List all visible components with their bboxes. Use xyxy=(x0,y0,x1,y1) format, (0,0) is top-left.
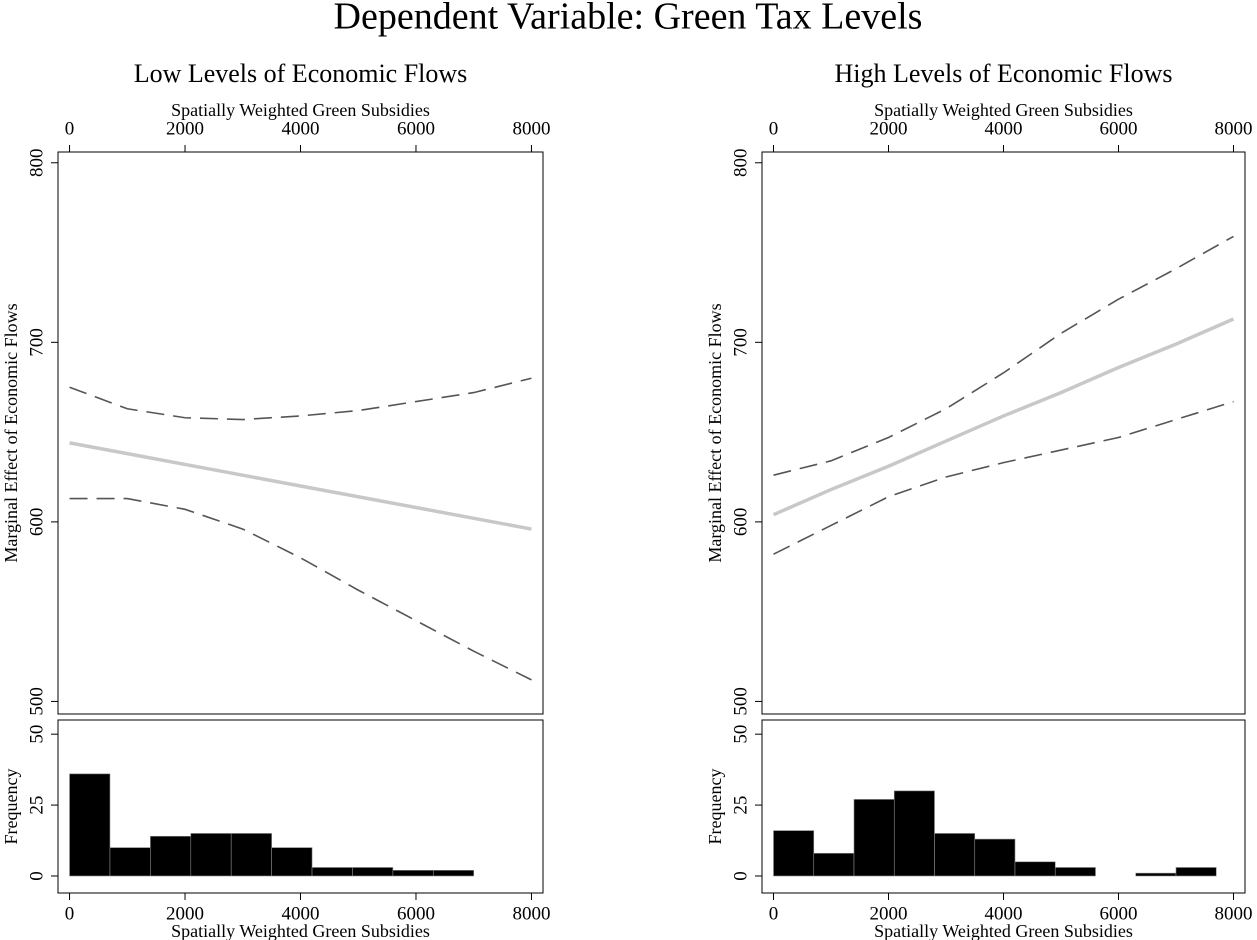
y-tick-label: 600 xyxy=(26,508,47,537)
plot-frame xyxy=(761,151,1246,715)
y-tick-label: 700 xyxy=(26,328,47,357)
x-tick-label: 6000 xyxy=(397,903,435,924)
x-tick-label: 8000 xyxy=(1215,903,1253,924)
confidence-bound xyxy=(773,400,1234,555)
y-tick-label: 700 xyxy=(730,328,751,357)
x-tick-label: 4000 xyxy=(282,903,320,924)
histogram-bar xyxy=(109,847,151,877)
histogram-bar xyxy=(853,799,895,877)
histogram-bar xyxy=(190,833,232,877)
histogram-bar xyxy=(432,870,475,877)
x-tick-label: 0 xyxy=(769,118,779,139)
histogram-bar xyxy=(1135,872,1177,877)
y-axis-label: Frequency xyxy=(705,769,725,845)
x-tick-label: 4000 xyxy=(282,118,320,139)
x-tick-label: 2000 xyxy=(870,118,908,139)
histogram-bar xyxy=(934,833,976,877)
effect-line xyxy=(772,317,1235,517)
y-tick-label: 500 xyxy=(730,687,751,716)
histogram-bar xyxy=(773,830,815,877)
y-tick-label: 25 xyxy=(26,796,47,815)
x-axis-label: Spatially Weighted Green Subsidies xyxy=(874,100,1133,120)
confidence-bound xyxy=(773,235,1234,476)
histogram-bar xyxy=(1175,867,1217,877)
histogram-bar xyxy=(69,773,111,877)
y-tick-label: 50 xyxy=(26,725,47,744)
panel-title: Low Levels of Economic Flows xyxy=(134,59,468,88)
x-tick-label: 0 xyxy=(65,903,75,924)
y-tick-label: 25 xyxy=(730,796,751,815)
x-tick-label: 2000 xyxy=(870,903,908,924)
x-axis-label: Spatially Weighted Green Subsidies xyxy=(874,921,1133,940)
y-tick-label: 800 xyxy=(26,149,47,178)
figure-title: Dependent Variable: Green Tax Levels xyxy=(334,0,923,38)
y-tick-label: 50 xyxy=(730,725,751,744)
histogram-bar xyxy=(1054,867,1096,877)
histogram-bar xyxy=(311,867,353,877)
histogram-bar xyxy=(230,833,272,877)
y-tick-label: 800 xyxy=(730,149,751,178)
histogram-bar xyxy=(893,790,935,877)
y-tick-label: 600 xyxy=(730,508,751,537)
x-tick-label: 4000 xyxy=(985,118,1023,139)
histogram-bar xyxy=(392,870,434,877)
histogram-bar xyxy=(150,835,192,877)
x-tick-label: 6000 xyxy=(1100,903,1138,924)
x-axis-label: Spatially Weighted Green Subsidies xyxy=(171,100,430,120)
confidence-bound xyxy=(69,377,532,421)
x-tick-label: 6000 xyxy=(1100,118,1138,139)
y-tick-label: 500 xyxy=(26,687,47,716)
x-tick-label: 6000 xyxy=(397,118,435,139)
y-axis-label: Marginal Effect of Economic Flows xyxy=(1,303,21,562)
histogram-bar xyxy=(974,838,1016,877)
x-tick-label: 8000 xyxy=(512,903,550,924)
x-tick-label: 0 xyxy=(769,903,779,924)
histogram-bar xyxy=(271,847,313,877)
x-tick-label: 4000 xyxy=(985,903,1023,924)
x-tick-label: 2000 xyxy=(166,118,204,139)
effect-line xyxy=(69,441,532,531)
x-tick-label: 8000 xyxy=(1215,118,1253,139)
y-tick-label: 0 xyxy=(730,871,751,881)
confidence-bound xyxy=(69,497,532,681)
x-tick-label: 8000 xyxy=(512,118,550,139)
y-axis-label: Marginal Effect of Economic Flows xyxy=(705,303,725,562)
y-tick-label: 0 xyxy=(26,871,47,881)
panel-title: High Levels of Economic Flows xyxy=(835,59,1173,88)
histogram-bar xyxy=(1014,861,1056,877)
histogram-bar xyxy=(352,867,394,877)
histogram-bar xyxy=(813,852,855,877)
y-axis-label: Frequency xyxy=(1,769,21,845)
x-tick-label: 0 xyxy=(65,118,75,139)
plot-frame xyxy=(57,151,544,715)
x-axis-label: Spatially Weighted Green Subsidies xyxy=(171,921,430,940)
x-tick-label: 2000 xyxy=(166,903,204,924)
